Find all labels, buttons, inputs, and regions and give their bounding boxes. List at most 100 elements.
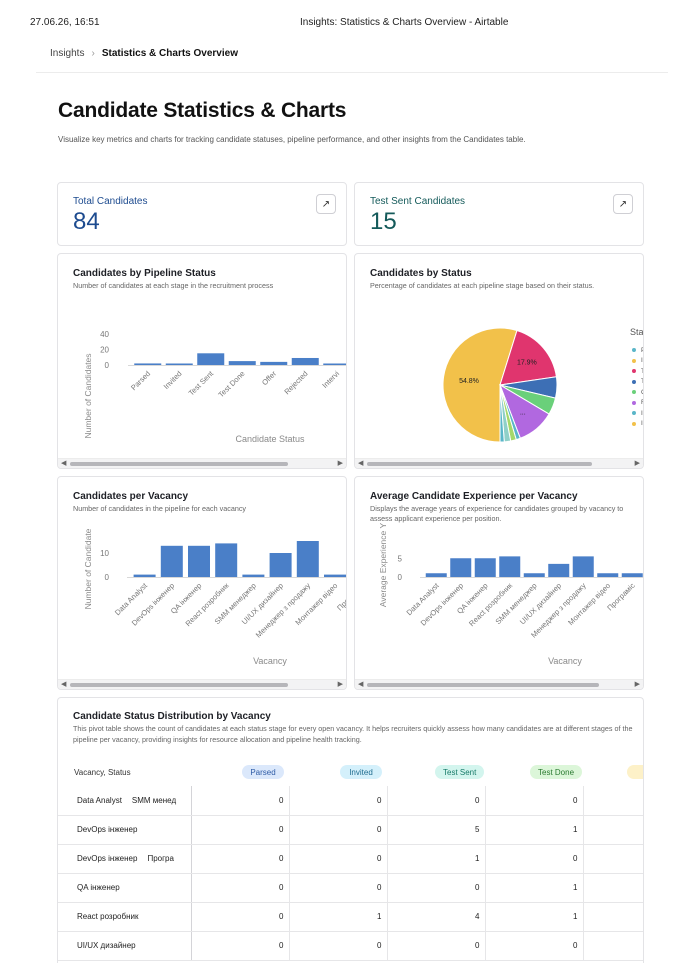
pivot-column-pill[interactable]: Test Sent bbox=[435, 765, 485, 779]
bar[interactable] bbox=[323, 363, 347, 366]
pivot-column-pill[interactable]: Parsed bbox=[242, 765, 284, 779]
x-axis-label: Candidate Status bbox=[235, 434, 305, 444]
y-tick-label: 10 bbox=[100, 549, 109, 558]
bar[interactable] bbox=[474, 558, 496, 577]
y-tick-label: 0 bbox=[105, 361, 110, 370]
table-row[interactable]: QA інженер 0 0 0 1 bbox=[58, 873, 643, 903]
row-vacancy-label: QA інженер bbox=[77, 883, 120, 892]
legend-dot-icon bbox=[632, 348, 636, 353]
scroll-thumb[interactable] bbox=[70, 683, 288, 687]
scroll-thumb[interactable] bbox=[367, 683, 599, 687]
bar[interactable] bbox=[291, 357, 319, 365]
pie-slice[interactable] bbox=[499, 329, 557, 386]
legend-item[interactable]: T bbox=[632, 377, 643, 388]
print-header: 27.06.26, 16:51 Insights: Statistics & C… bbox=[0, 17, 700, 31]
bar[interactable] bbox=[425, 573, 447, 577]
pivot-column-pill[interactable]: Invited bbox=[340, 765, 382, 779]
bar[interactable] bbox=[228, 361, 256, 365]
scroll-right-icon[interactable]: ▶ bbox=[337, 681, 343, 688]
scroll-right-icon[interactable]: ▶ bbox=[337, 460, 343, 467]
table-row[interactable]: UI/UX дизайнер 0 0 0 0 bbox=[58, 931, 643, 961]
bar[interactable] bbox=[197, 353, 225, 365]
bar[interactable] bbox=[260, 361, 288, 365]
bar[interactable] bbox=[242, 574, 265, 577]
bar[interactable] bbox=[572, 556, 594, 577]
pivot-value-cell: 0 bbox=[485, 786, 584, 816]
scroll-left-icon[interactable]: ◀ bbox=[61, 681, 67, 688]
breadcrumb-current-page: Statistics & Charts Overview bbox=[101, 48, 238, 59]
row-label-cell: DevOps інженер bbox=[58, 815, 192, 845]
kpi-card-test-sent[interactable]: Test Sent Candidates 15 ↗ bbox=[354, 182, 644, 246]
legend-item[interactable]: I bbox=[632, 356, 643, 367]
kpi-label: Test Sent Candidates bbox=[370, 196, 466, 207]
legend-item[interactable]: C bbox=[632, 387, 643, 398]
bar[interactable] bbox=[134, 363, 162, 365]
page-description: Visualize key metrics and charts for tra… bbox=[58, 135, 526, 144]
x-tick-label: Offer bbox=[260, 369, 278, 387]
bar[interactable] bbox=[165, 363, 193, 366]
expand-arrow-icon[interactable]: ↗ bbox=[316, 194, 336, 214]
expand-arrow-icon[interactable]: ↗ bbox=[613, 194, 633, 214]
bar[interactable] bbox=[269, 553, 292, 577]
scroll-thumb[interactable] bbox=[70, 462, 288, 466]
y-axis-label: Average Experience Y bbox=[378, 523, 388, 608]
scroll-left-icon[interactable]: ◀ bbox=[61, 460, 67, 467]
legend-dot-icon bbox=[632, 421, 636, 426]
chart-title: Average Candidate Experience per Vacancy bbox=[370, 491, 578, 502]
scroll-left-icon[interactable]: ◀ bbox=[358, 460, 364, 467]
legend-item[interactable]: I bbox=[632, 408, 643, 419]
pivot-value-cell: 0 bbox=[191, 786, 290, 816]
pivot-column-pill[interactable]: Test Done bbox=[530, 765, 583, 779]
bar[interactable] bbox=[133, 574, 156, 577]
pie-data-label: 17.9% bbox=[517, 360, 537, 367]
x-tick-label: Test Sent bbox=[187, 368, 216, 397]
legend-label: I bbox=[641, 409, 643, 417]
bar[interactable] bbox=[160, 545, 183, 577]
bar[interactable] bbox=[499, 556, 521, 577]
legend-item[interactable]: I bbox=[632, 419, 643, 430]
bar[interactable] bbox=[597, 573, 619, 577]
kpi-card-total-candidates[interactable]: Total Candidates 84 ↗ bbox=[57, 182, 347, 246]
x-tick-label: Invited bbox=[162, 369, 184, 391]
legend-dot-icon bbox=[632, 379, 636, 384]
bar[interactable] bbox=[548, 563, 570, 577]
y-axis-label: Number of Candidates bbox=[83, 353, 93, 438]
legend-item[interactable]: P bbox=[632, 345, 643, 356]
scroll-right-icon[interactable]: ▶ bbox=[634, 681, 640, 688]
breadcrumb-insights-link[interactable]: Insights bbox=[50, 48, 85, 59]
bar[interactable] bbox=[215, 543, 238, 577]
table-row[interactable]: DevOps інженер Програ 0 0 1 0 bbox=[58, 844, 643, 874]
pivot-value-cell: 0 bbox=[387, 931, 486, 961]
legend-dot-icon bbox=[632, 390, 636, 395]
chart-subtitle: Percentage of candidates at each pipelin… bbox=[370, 281, 595, 290]
bar[interactable] bbox=[450, 558, 472, 577]
pie-data-label: 54.8% bbox=[459, 378, 479, 385]
status-pie-chart: 54.8% 17.9%... bbox=[442, 327, 558, 443]
legend-item[interactable]: T bbox=[632, 366, 643, 377]
row-label-cell: React розробник bbox=[58, 902, 192, 932]
scroll-left-icon[interactable]: ◀ bbox=[358, 681, 364, 688]
horizontal-scrollbar[interactable]: ◀ ▶ bbox=[58, 679, 346, 689]
table-row[interactable]: Data Analyst SMM менед 0 0 0 0 bbox=[58, 786, 643, 816]
pie-slice[interactable] bbox=[442, 327, 518, 443]
horizontal-scrollbar[interactable]: ◀ ▶ bbox=[355, 679, 643, 689]
horizontal-scrollbar[interactable]: ◀ ▶ bbox=[58, 458, 346, 468]
pivot-header-label: Vacancy, Status bbox=[74, 768, 131, 777]
legend-item[interactable]: F bbox=[632, 398, 643, 409]
bar[interactable] bbox=[324, 574, 346, 577]
x-tick-label: DevOps інженер bbox=[419, 581, 465, 627]
bar[interactable] bbox=[188, 545, 210, 577]
pie-slice[interactable] bbox=[499, 384, 505, 443]
horizontal-scrollbar[interactable]: ◀ ▶ bbox=[355, 458, 643, 468]
pivot-column-pill[interactable] bbox=[627, 765, 643, 779]
pivot-value-cell: 0 bbox=[289, 873, 388, 903]
table-row[interactable]: DevOps інженер 0 0 5 1 bbox=[58, 815, 643, 845]
bar[interactable] bbox=[523, 573, 545, 577]
scroll-thumb[interactable] bbox=[367, 462, 592, 466]
bar[interactable] bbox=[296, 541, 319, 577]
scroll-right-icon[interactable]: ▶ bbox=[634, 460, 640, 467]
table-row[interactable]: React розробник 0 1 4 1 bbox=[58, 902, 643, 932]
row-label-cell: UI/UX дизайнер bbox=[58, 931, 192, 961]
bar[interactable] bbox=[621, 573, 643, 577]
